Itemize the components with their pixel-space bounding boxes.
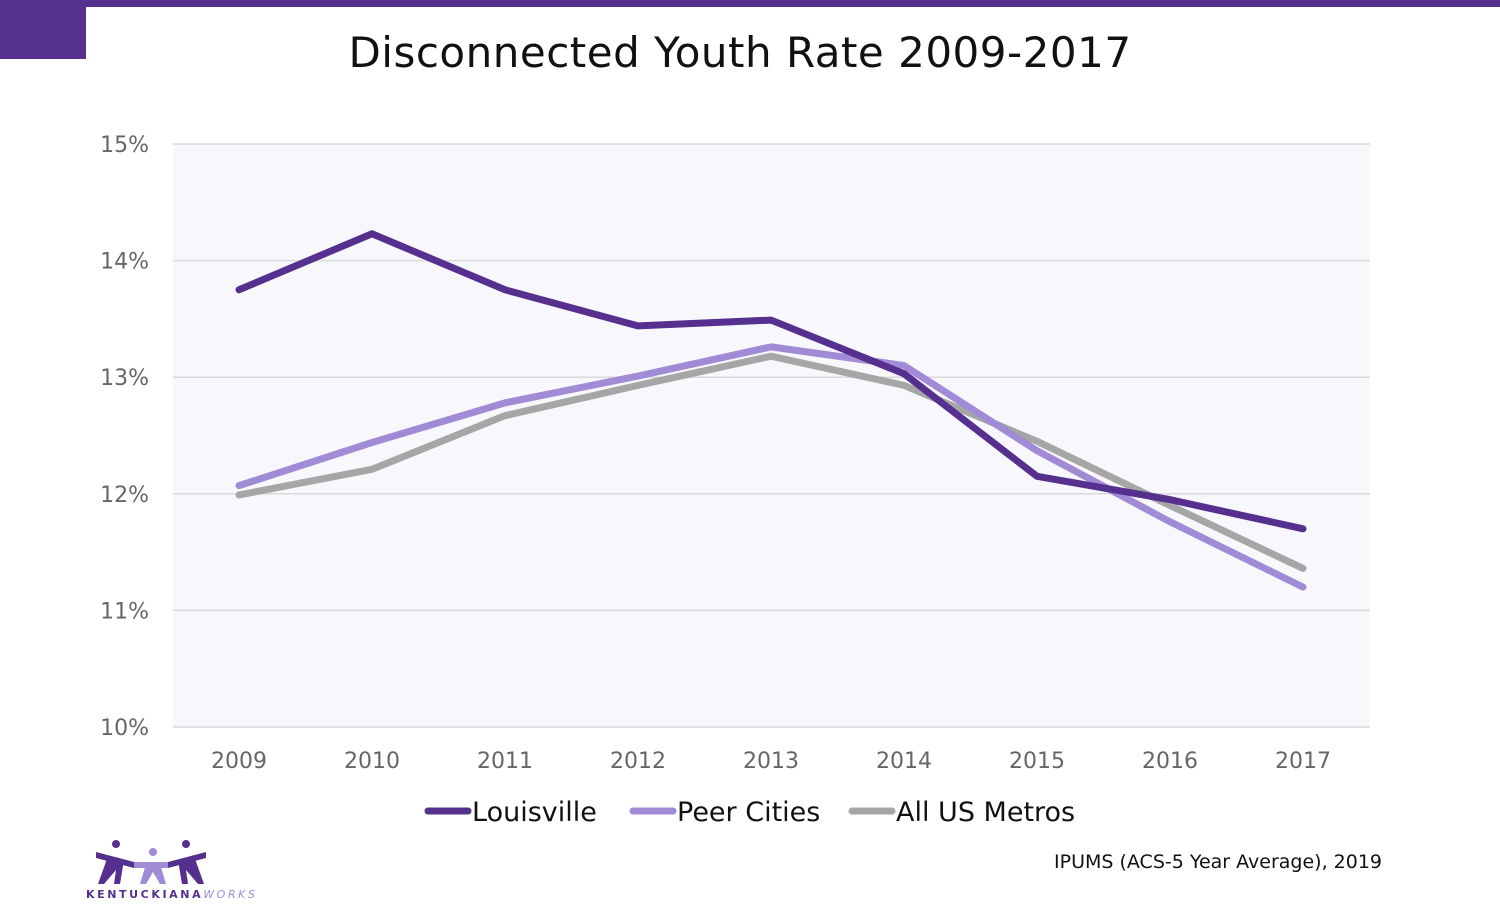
people-figures-icon [96,840,206,884]
x-tick-label: 2012 [610,749,666,774]
y-tick-label: 15% [100,133,149,158]
plot-area [173,144,1370,727]
x-tick-label: 2016 [1142,749,1198,774]
chart-title: Disconnected Youth Rate 2009-2017 [348,28,1132,77]
logo-text-accent: WORKS [203,888,258,901]
series-line-louisville [235,230,1307,533]
kentuckianaworks-logo: KENTUCKIANAWORKS [86,838,255,904]
logo-wordmark: KENTUCKIANAWORKS [86,888,258,901]
y-tick-label: 14% [100,250,149,275]
series-line-peer-cities [235,343,1307,591]
y-tick-label: 10% [100,716,149,741]
y-tick-label: 12% [100,483,149,508]
gridlines [173,143,1370,728]
x-tick-label: 2013 [743,749,799,774]
y-axis-ticks: 10% 11% 12% 13% 14% 15% [100,133,149,741]
series-line-all-us-metros [235,352,1307,572]
series-lines [235,230,1307,591]
y-tick-label: 11% [100,599,149,624]
legend: Louisville Peer Cities All US Metros [424,797,1075,828]
x-axis-ticks: 2009 2010 2011 2012 2013 2014 2015 2016 2017 [211,749,1331,774]
x-tick-label: 2011 [477,749,533,774]
source-note: IPUMS (ACS-5 Year Average), 2019 [1054,851,1382,873]
x-tick-label: 2017 [1275,749,1331,774]
x-tick-label: 2009 [211,749,267,774]
x-tick-label: 2014 [876,749,932,774]
x-tick-label: 2015 [1009,749,1065,774]
legend-label-all-us-metros: All US Metros [896,797,1075,828]
y-tick-label: 13% [100,366,149,391]
logo-text-main: KENTUCKIANA [86,888,204,901]
x-tick-label: 2010 [344,749,400,774]
legend-label-louisville: Louisville [472,797,597,828]
legend-label-peer-cities: Peer Cities [677,797,820,828]
top-accent-bar [0,0,1500,7]
corner-accent-block [0,0,86,59]
